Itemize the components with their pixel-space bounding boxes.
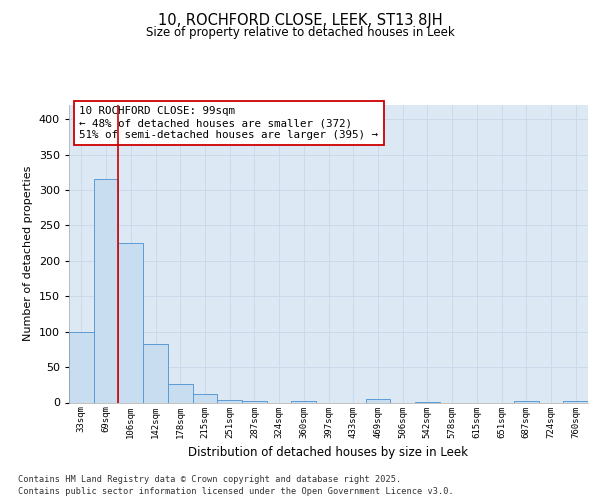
Bar <box>118 243 143 402</box>
Bar <box>217 400 242 402</box>
Bar <box>563 401 588 402</box>
Bar <box>69 332 94 402</box>
Bar <box>143 344 168 403</box>
Bar <box>94 180 118 402</box>
Text: Contains HM Land Registry data © Crown copyright and database right 2025.: Contains HM Land Registry data © Crown c… <box>18 475 401 484</box>
Bar <box>365 399 390 402</box>
Text: Size of property relative to detached houses in Leek: Size of property relative to detached ho… <box>146 26 454 39</box>
Bar <box>292 401 316 402</box>
Bar <box>242 401 267 402</box>
Bar <box>168 384 193 402</box>
Y-axis label: Number of detached properties: Number of detached properties <box>23 166 33 342</box>
Text: 10, ROCHFORD CLOSE, LEEK, ST13 8JH: 10, ROCHFORD CLOSE, LEEK, ST13 8JH <box>158 12 442 28</box>
Bar <box>514 401 539 402</box>
X-axis label: Distribution of detached houses by size in Leek: Distribution of detached houses by size … <box>188 446 469 459</box>
Bar <box>193 394 217 402</box>
Text: Contains public sector information licensed under the Open Government Licence v3: Contains public sector information licen… <box>18 488 454 496</box>
Text: 10 ROCHFORD CLOSE: 99sqm
← 48% of detached houses are smaller (372)
51% of semi-: 10 ROCHFORD CLOSE: 99sqm ← 48% of detach… <box>79 106 379 140</box>
